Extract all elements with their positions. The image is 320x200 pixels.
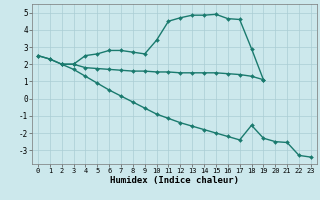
X-axis label: Humidex (Indice chaleur): Humidex (Indice chaleur) [110,176,239,185]
